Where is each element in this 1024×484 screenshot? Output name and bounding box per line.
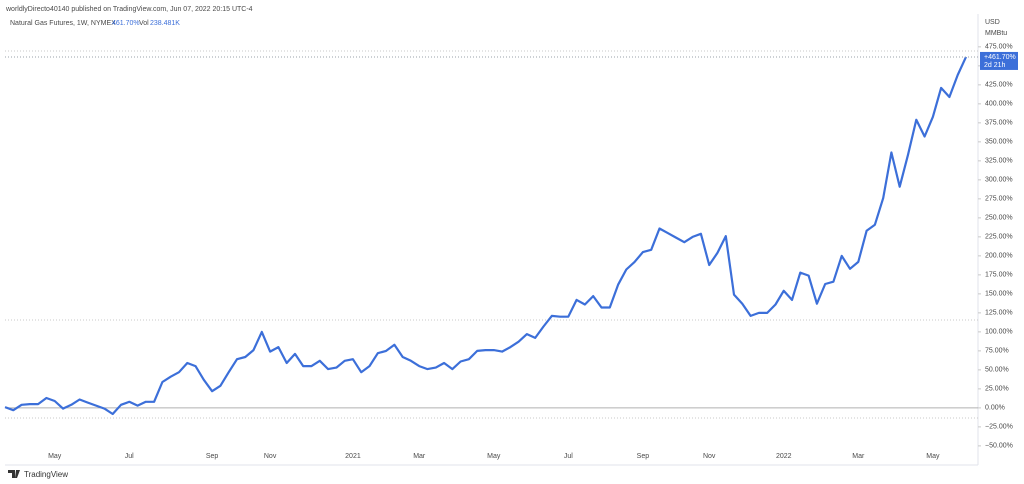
x-tick-label: May: [487, 453, 501, 460]
x-tick-label: Mar: [413, 453, 426, 460]
y-tick-label: 25.00%: [985, 386, 1009, 393]
x-tick-label: Sep: [637, 453, 650, 460]
x-tick-label: Jul: [564, 453, 573, 460]
x-tick-label: May: [48, 453, 62, 460]
y-tick-label: 350.00%: [985, 139, 1013, 146]
price-line: [4, 56, 967, 416]
last-price-label: +461.70%: [984, 54, 1016, 61]
y-tick-label: 300.00%: [985, 177, 1013, 184]
x-tick-label: 2021: [345, 453, 361, 460]
x-tick-label: 2022: [776, 453, 792, 460]
x-tick-label: May: [926, 453, 940, 460]
y-tick-label: 400.00%: [985, 101, 1013, 108]
countdown: 2d 21h: [984, 62, 1006, 69]
y-tick-label: 175.00%: [985, 272, 1013, 279]
y-tick-label: 0.00%: [985, 405, 1005, 412]
y-tick-label: 425.00%: [985, 82, 1013, 89]
y-tick-label: 50.00%: [985, 367, 1009, 374]
brand: TradingView: [24, 470, 68, 479]
y-tick-label: 325.00%: [985, 158, 1013, 165]
unit: MMBtu: [985, 30, 1007, 37]
y-tick-label: 150.00%: [985, 291, 1013, 298]
y-tick-label: −50.00%: [985, 443, 1013, 450]
y-tick-label: 275.00%: [985, 196, 1013, 203]
y-tick-label: 475.00%: [985, 44, 1013, 51]
y-tick-label: 375.00%: [985, 120, 1013, 127]
volume: 238.481K: [150, 20, 180, 27]
x-tick-label: Nov: [703, 453, 716, 460]
x-tick-label: Jul: [125, 453, 134, 460]
symbol-title: Natural Gas Futures, 1W, NYMEX: [10, 20, 116, 27]
legend-value: 461.70%: [112, 20, 140, 27]
x-tick-label: Sep: [206, 453, 219, 460]
x-tick-label: Nov: [264, 453, 277, 460]
y-tick-label: −25.00%: [985, 424, 1013, 431]
last-price-box: [980, 51, 1018, 70]
y-tick-label: 100.00%: [985, 329, 1013, 336]
volume-label: Vol: [139, 20, 149, 27]
brand-logo-mark: [8, 470, 20, 478]
x-tick-label: Mar: [852, 453, 865, 460]
publisher: worldlyDirecto40140 published on Trading…: [5, 6, 253, 13]
y-tick-label: 250.00%: [985, 215, 1013, 222]
y-tick-label: 225.00%: [985, 234, 1013, 241]
y-tick-label: 200.00%: [985, 253, 1013, 260]
y-tick-label: 75.00%: [985, 348, 1009, 355]
y-tick-label: 125.00%: [985, 310, 1013, 317]
currency: USD: [985, 19, 1000, 26]
